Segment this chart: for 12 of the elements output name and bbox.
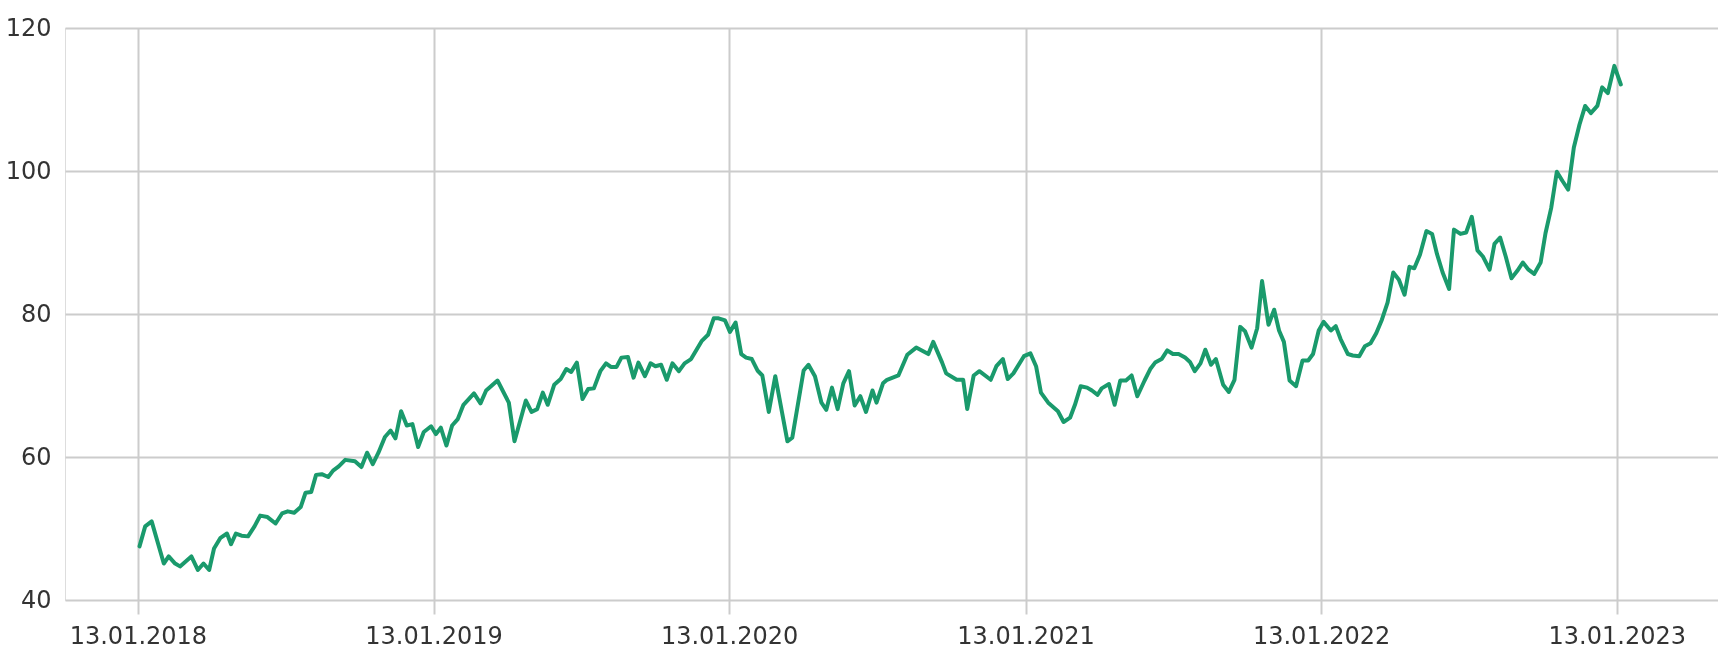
y-tick-label: 80	[20, 299, 52, 328]
x-tick-label: 13.01.2022	[1252, 621, 1391, 650]
line-series	[137, 63, 1623, 572]
y-tick-label: 120	[5, 13, 52, 42]
y-tick-label: 100	[5, 156, 52, 185]
y-tick-label: 40	[20, 585, 52, 614]
x-tick-label: 13.01.2023	[1548, 621, 1686, 650]
x-tick-label: 13.01.2020	[660, 621, 799, 650]
x-tick-label: 13.01.2018	[69, 621, 208, 650]
x-tick-label: 13.01.2021	[957, 621, 1095, 650]
x-tick-label: 13.01.2019	[365, 621, 503, 650]
y-tick-label: 60	[20, 442, 52, 471]
